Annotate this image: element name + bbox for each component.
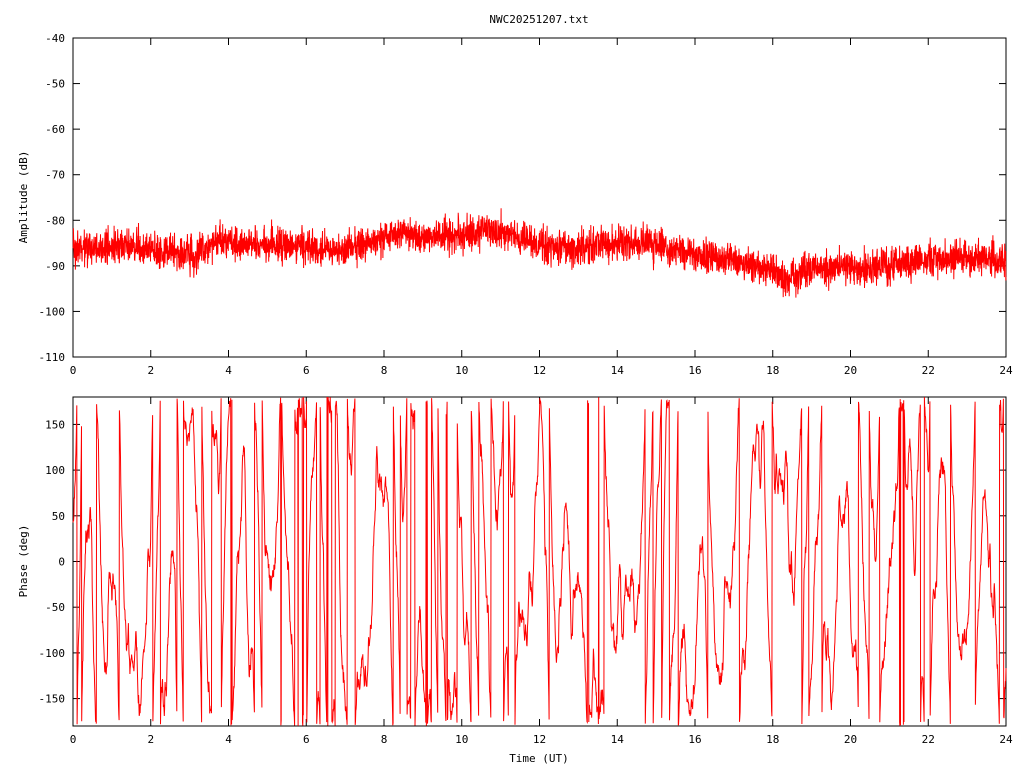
chart-title: NWC20251207.txt (489, 13, 588, 26)
phase-y-tick-label: -50 (45, 601, 65, 614)
phase-x-tick-label: 10 (455, 733, 468, 746)
phase-y-axis-label: Phase (deg) (17, 525, 30, 598)
phase-x-tick-label: 2 (147, 733, 154, 746)
amplitude-y-tick-label: -70 (45, 169, 65, 182)
phase-x-ticks: 0 2 4 6 8 10 12 14 16 18 20 22 24 (70, 397, 1013, 746)
amplitude-x-tick-label: 22 (922, 364, 935, 377)
phase-plot-frame (72, 396, 1007, 727)
amplitude-panel: Amplitude (dB) -40 -50 -60 -70 -80 -90 -100 -11… (17, 32, 1013, 377)
amplitude-plot-frame (72, 37, 1007, 358)
amplitude-y-axis-label: Amplitude (dB) (17, 151, 30, 244)
phase-x-tick-label: 12 (533, 733, 546, 746)
phase-x-tick-label: 4 (225, 733, 232, 746)
phase-x-tick-label: 22 (922, 733, 935, 746)
phase-y-tick-label: 150 (45, 418, 65, 431)
phase-y-tick-label: 50 (52, 510, 65, 523)
amplitude-x-tick-label: 2 (147, 364, 154, 377)
amplitude-y-ticks: -40 -50 -60 -70 -80 -90 -100 -110 (39, 32, 1006, 364)
phase-y-tick-label: -100 (39, 647, 66, 660)
phase-x-tick-label: 24 (999, 733, 1013, 746)
phase-x-tick-label: 14 (611, 733, 625, 746)
phase-y-tick-label: 100 (45, 464, 65, 477)
amplitude-x-tick-label: 10 (455, 364, 468, 377)
amplitude-series-line (72, 208, 1007, 298)
amplitude-x-ticks: 0 2 4 6 8 10 12 14 16 18 20 22 24 (70, 38, 1013, 377)
phase-x-tick-label: 20 (844, 733, 857, 746)
amplitude-x-tick-label: 0 (70, 364, 77, 377)
phase-y-tick-label: -150 (39, 693, 66, 706)
amplitude-x-tick-label: 12 (533, 364, 546, 377)
phase-panel: Phase (deg) Time (UT) 150100500-50-100-1… (17, 396, 1013, 765)
phase-x-tick-label: 18 (766, 733, 779, 746)
phase-x-tick-label: 0 (70, 733, 77, 746)
amplitude-x-tick-label: 14 (611, 364, 625, 377)
amplitude-y-tick-label: -50 (45, 78, 65, 91)
phase-y-tick-label: 0 (58, 556, 65, 569)
amplitude-x-tick-label: 4 (225, 364, 232, 377)
amplitude-y-tick-label: -100 (39, 305, 66, 318)
amplitude-x-tick-label: 24 (999, 364, 1013, 377)
amplitude-y-tick-label: -40 (45, 32, 65, 45)
amplitude-y-tick-label: -80 (45, 214, 65, 227)
amplitude-x-tick-label: 6 (303, 364, 310, 377)
amplitude-y-tick-label: -60 (45, 123, 65, 136)
amplitude-x-tick-label: 18 (766, 364, 779, 377)
amplitude-y-tick-label: -90 (45, 260, 65, 273)
phase-x-tick-label: 16 (688, 733, 701, 746)
amplitude-y-tick-label: -110 (39, 351, 66, 364)
phase-series-line (72, 396, 1007, 726)
phase-x-axis-label: Time (UT) (509, 752, 569, 765)
amplitude-x-tick-label: 16 (688, 364, 701, 377)
phase-x-tick-label: 8 (381, 733, 388, 746)
phase-x-tick-label: 6 (303, 733, 310, 746)
amplitude-x-tick-label: 20 (844, 364, 857, 377)
phase-y-ticks: 150 100 50 0 -50 -100 -150 (39, 418, 1006, 706)
amplitude-x-tick-label: 8 (381, 364, 388, 377)
